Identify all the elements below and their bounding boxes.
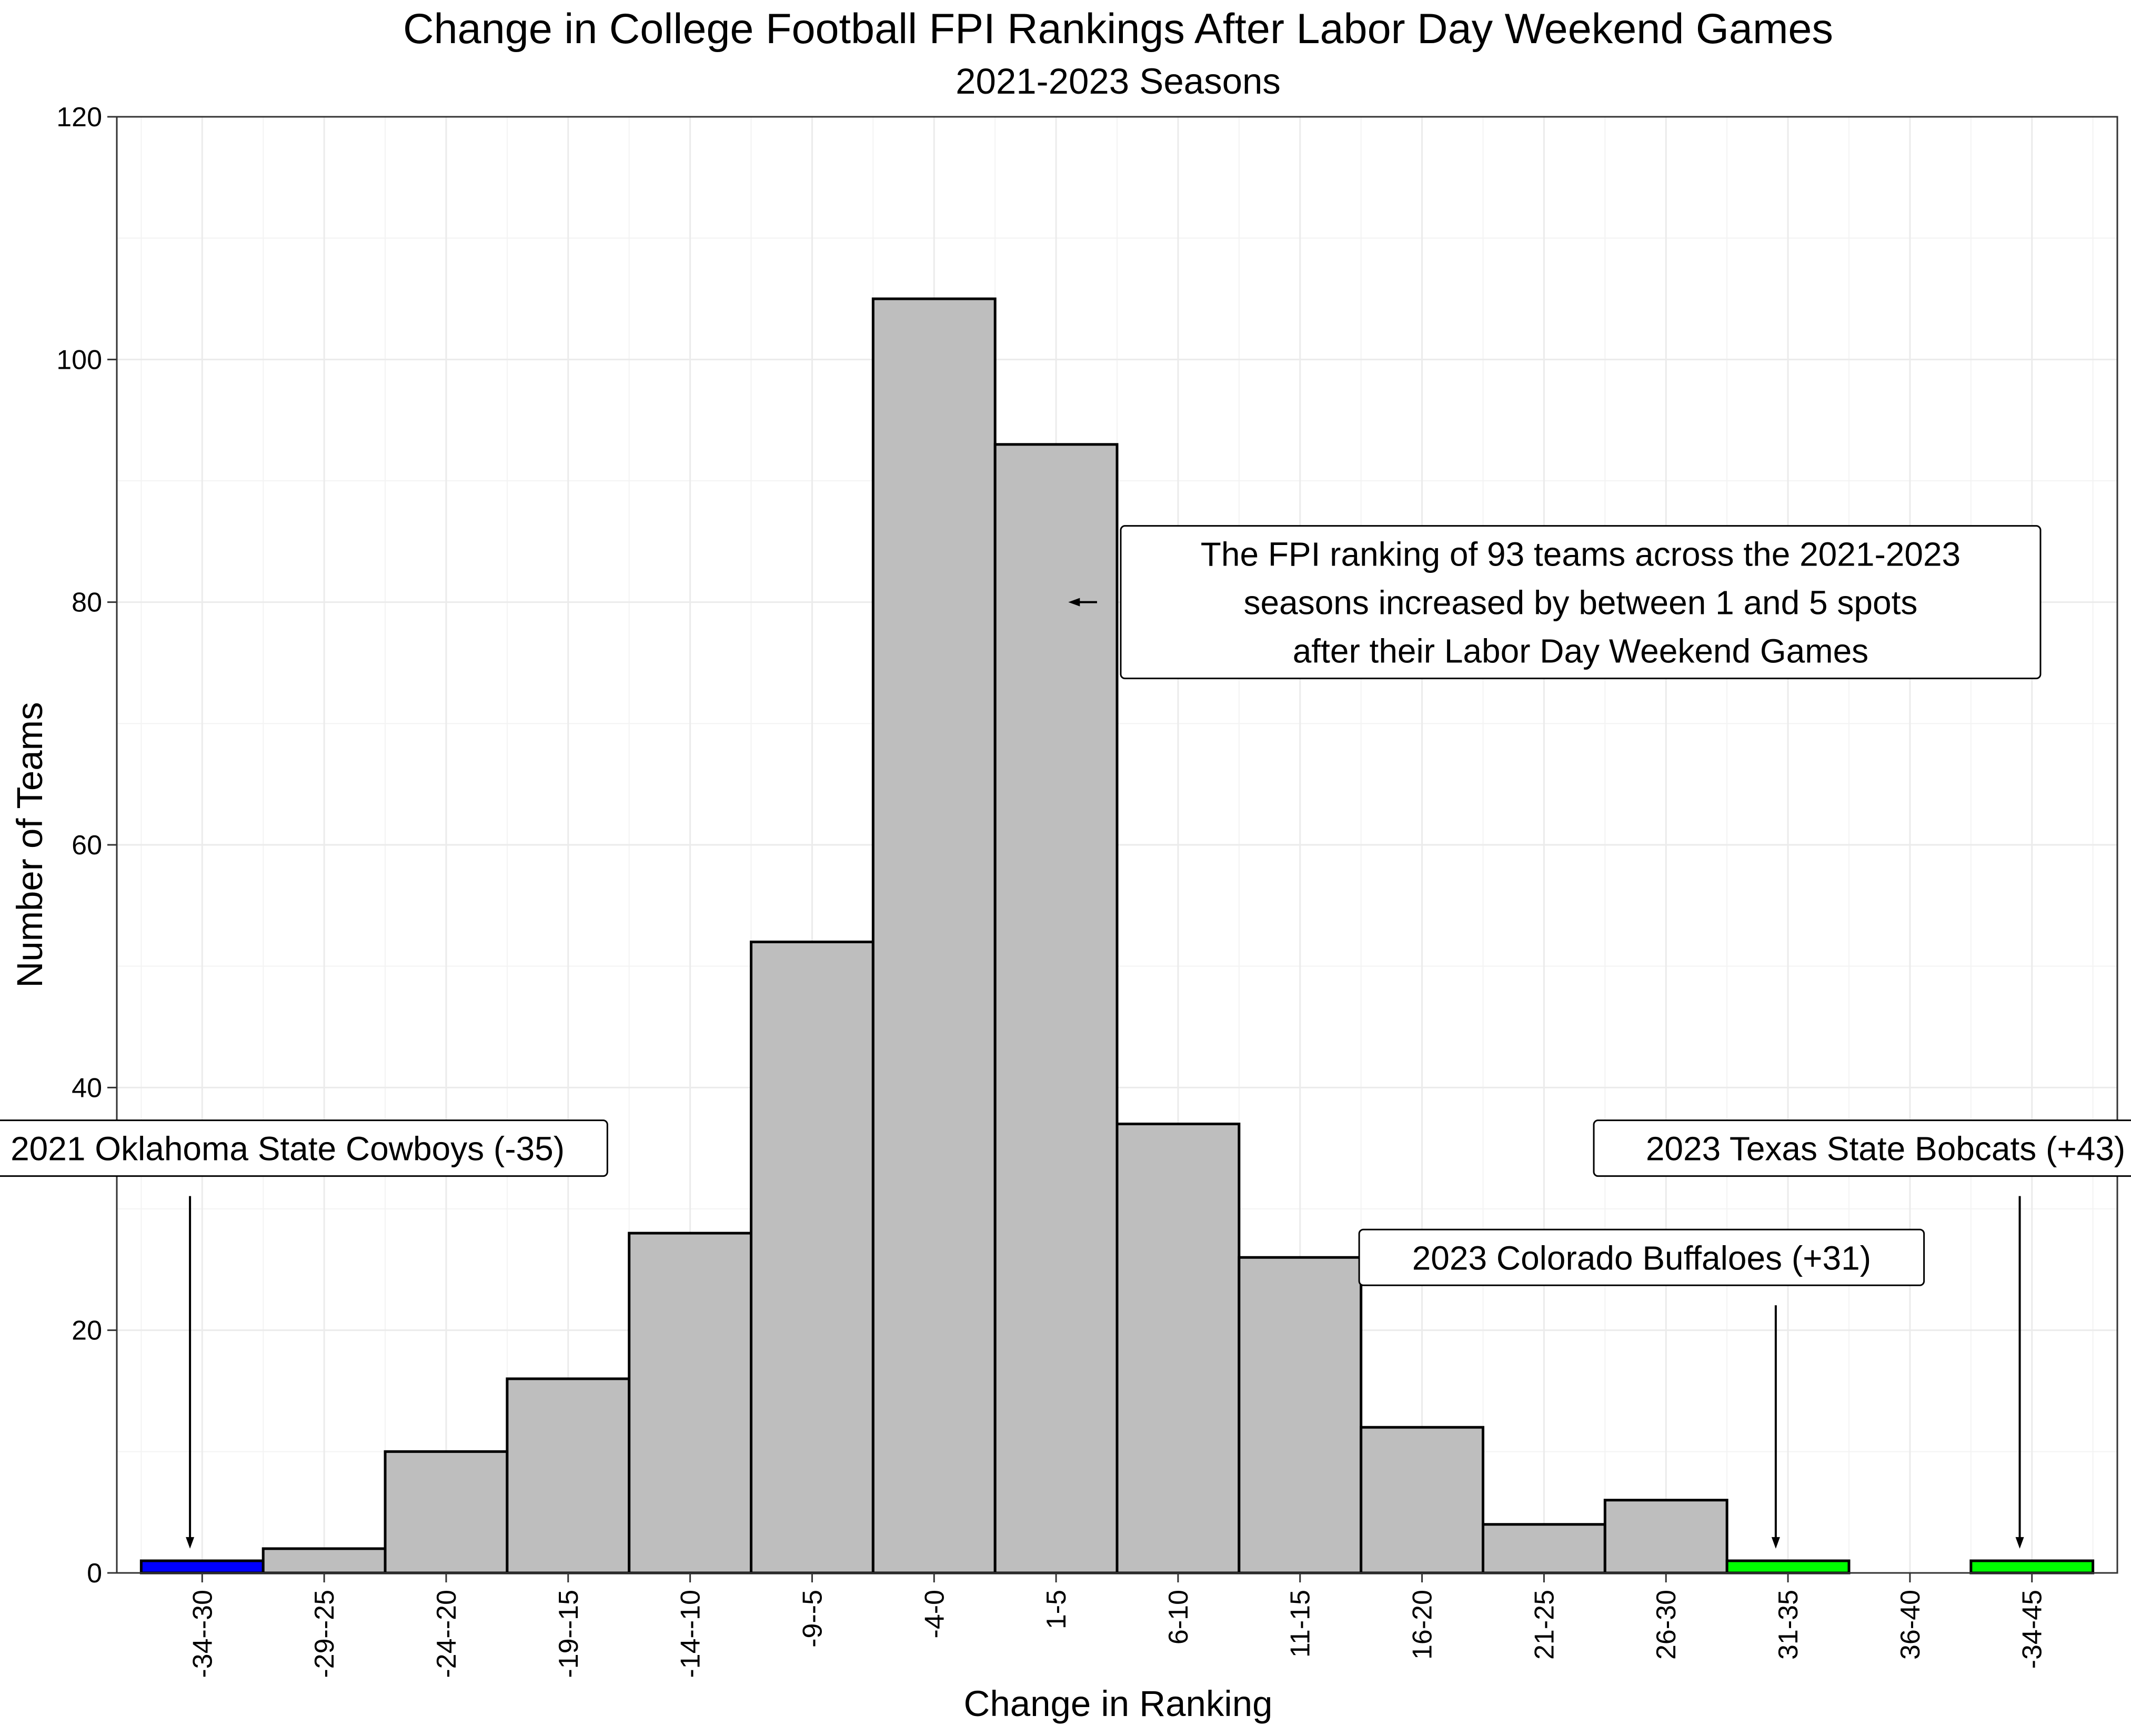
arrow-head [2015, 1537, 2024, 1549]
bar-31-35 [1725, 1559, 1851, 1574]
annotation-text: seasons increased by between 1 and 5 spo… [1244, 584, 1918, 622]
bars [139, 297, 2095, 1574]
bar--14--10 [628, 1232, 753, 1574]
x-tick-label: -4-0 [919, 1590, 950, 1638]
bar--19--15 [506, 1377, 631, 1574]
annotation-text: 2021 Oklahoma State Cowboys (-35) [11, 1130, 565, 1168]
bar-26-30 [1603, 1499, 1728, 1574]
x-tick-label: 16-20 [1408, 1590, 1438, 1660]
bar-1-5 [993, 443, 1119, 1574]
y-axis-title: Number of Teams [9, 702, 50, 987]
annotation-text: The FPI ranking of 93 teams across the 2… [1201, 536, 1961, 573]
x-tick-label: 6-10 [1163, 1590, 1194, 1644]
y-tick-label: 80 [72, 588, 102, 618]
y-axis: 0 20 40 60 80 100 120 [56, 102, 117, 1589]
chart-title: Change in College Football FPI Rankings … [403, 5, 1833, 53]
arrow-head [1068, 598, 1080, 607]
x-tick-label: 31-35 [1773, 1590, 1804, 1660]
x-tick-label: 36-40 [1895, 1590, 1926, 1660]
annotation-text: 2023 Colorado Buffaloes (+31) [1412, 1239, 1871, 1277]
x-tick-label: 1-5 [1041, 1590, 1072, 1629]
bar--34--30 [139, 1559, 265, 1574]
bar--29--25 [262, 1547, 387, 1574]
x-tick-label: -14--10 [676, 1590, 706, 1678]
y-tick-label: 60 [72, 830, 102, 861]
bar--9--5 [750, 941, 874, 1574]
y-tick-label: 0 [87, 1558, 102, 1589]
x-tick-label: -9--5 [797, 1590, 828, 1648]
annotation-box [0, 1119, 608, 1177]
bar--34-45 [1969, 1559, 2095, 1574]
annotation-2: 2021 Oklahoma State Cowboys (-35) [0, 1119, 608, 1549]
annotation-box [1120, 525, 2042, 680]
annotation-box [1593, 1119, 2131, 1177]
bar--24--20 [384, 1450, 509, 1574]
chart-subtitle: 2021-2023 Seasons [956, 61, 1281, 102]
y-tick-label: 120 [56, 102, 102, 133]
x-tick-label: -34--30 [187, 1590, 218, 1678]
annotation-text: after their Labor Day Weekend Games [1293, 632, 1868, 670]
x-axis-title: Change in Ranking [964, 1683, 1273, 1724]
x-tick-label: -29--25 [309, 1590, 340, 1678]
bar-11-15 [1238, 1256, 1363, 1574]
y-tick-label: 40 [72, 1073, 102, 1103]
y-tick-label: 20 [72, 1316, 102, 1346]
annotation-box [1358, 1228, 1925, 1286]
x-axis: -34--30 -29--25 -24--20 -19--15 -14--10 -9--5… [187, 1573, 2048, 1678]
bar-6-10 [1115, 1123, 1241, 1574]
bar-21-25 [1481, 1523, 1606, 1574]
y-tick-label: 100 [56, 345, 102, 375]
bar-16-20 [1360, 1426, 1484, 1574]
x-tick-label: 26-30 [1651, 1590, 1682, 1660]
arrow-head [186, 1537, 195, 1549]
annotation-3: 2023 Texas State Bobcats (+43) [1593, 1119, 2131, 1549]
x-tick-label: 11-15 [1285, 1590, 1316, 1658]
arrow-head [1771, 1537, 1780, 1549]
x-tick-label: -19--15 [554, 1590, 584, 1678]
annotation-1: The FPI ranking of 93 teams across the 2… [1068, 525, 2042, 680]
x-tick-label: -24--20 [431, 1590, 462, 1678]
annotation-text: 2023 Texas State Bobcats (+43) [1646, 1130, 2125, 1168]
x-tick-label: -34-45 [2017, 1590, 2048, 1669]
annotation-4: 2023 Colorado Buffaloes (+31) [1358, 1228, 1925, 1549]
bar--4-0 [871, 297, 997, 1574]
x-tick-label: 21-25 [1529, 1590, 1560, 1660]
annotations: The FPI ranking of 93 teams across the 2… [0, 525, 2131, 1549]
